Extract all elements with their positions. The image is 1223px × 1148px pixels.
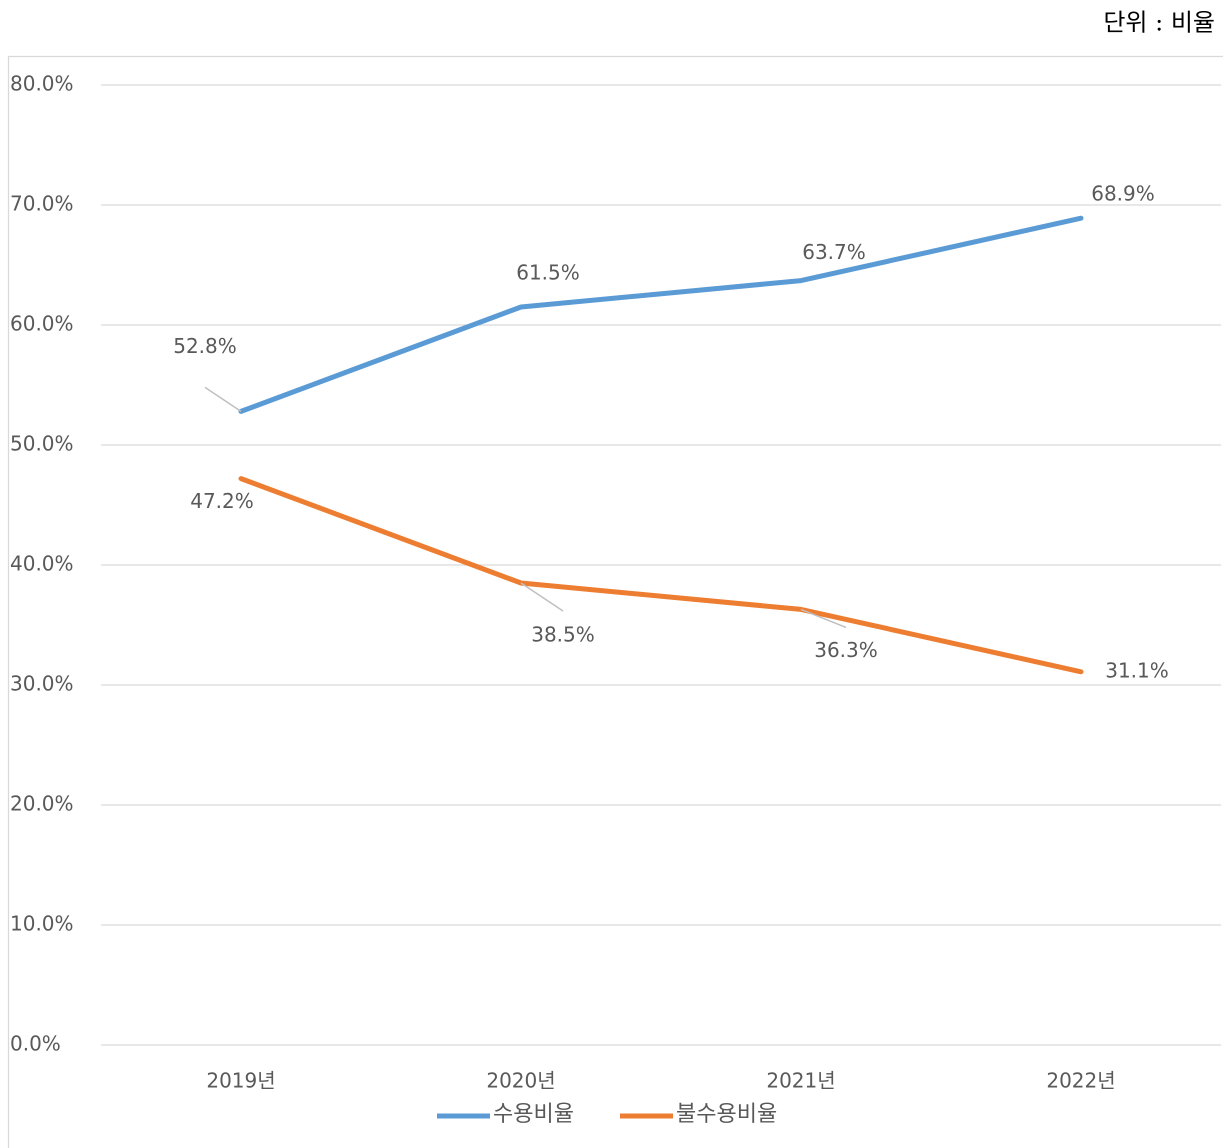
x-tick-label: 2021년 — [766, 1069, 835, 1093]
leader-line — [520, 582, 564, 612]
leader-line — [800, 608, 847, 629]
series-line — [238, 476, 1084, 675]
y-tick-label: 80.0% — [10, 72, 74, 96]
leader-line — [204, 386, 242, 413]
y-tick-label: 70.0% — [10, 192, 74, 216]
legend-label: 수용비율 — [493, 1102, 574, 1127]
y-tick-label: 40.0% — [10, 552, 74, 576]
y-tick-label: 30.0% — [10, 672, 74, 696]
y-tick-label: 10.0% — [10, 912, 74, 936]
y-tick-label: 50.0% — [10, 432, 74, 456]
x-tick-label: 2019년 — [206, 1069, 275, 1093]
unit-note: 단위 : 비율 — [1103, 9, 1215, 37]
data-label: 36.3% — [814, 638, 878, 662]
data-label: 63.7% — [802, 240, 866, 264]
y-tick-label: 0.0% — [10, 1032, 61, 1056]
data-label: 38.5% — [531, 623, 595, 647]
chart-frame — [7, 55, 1223, 1148]
series-line — [238, 215, 1084, 414]
data-label: 47.2% — [190, 489, 254, 513]
y-tick-label: 20.0% — [10, 792, 74, 816]
data-label: 31.1% — [1105, 658, 1169, 682]
x-tick-label: 2020년 — [486, 1069, 555, 1093]
data-label: 61.5% — [516, 261, 580, 285]
x-tick-label: 2022년 — [1046, 1069, 1115, 1093]
data-label: 52.8% — [173, 334, 237, 358]
data-label: 68.9% — [1091, 182, 1155, 206]
y-tick-label: 60.0% — [10, 312, 74, 336]
legend-label: 불수용비율 — [676, 1102, 777, 1127]
